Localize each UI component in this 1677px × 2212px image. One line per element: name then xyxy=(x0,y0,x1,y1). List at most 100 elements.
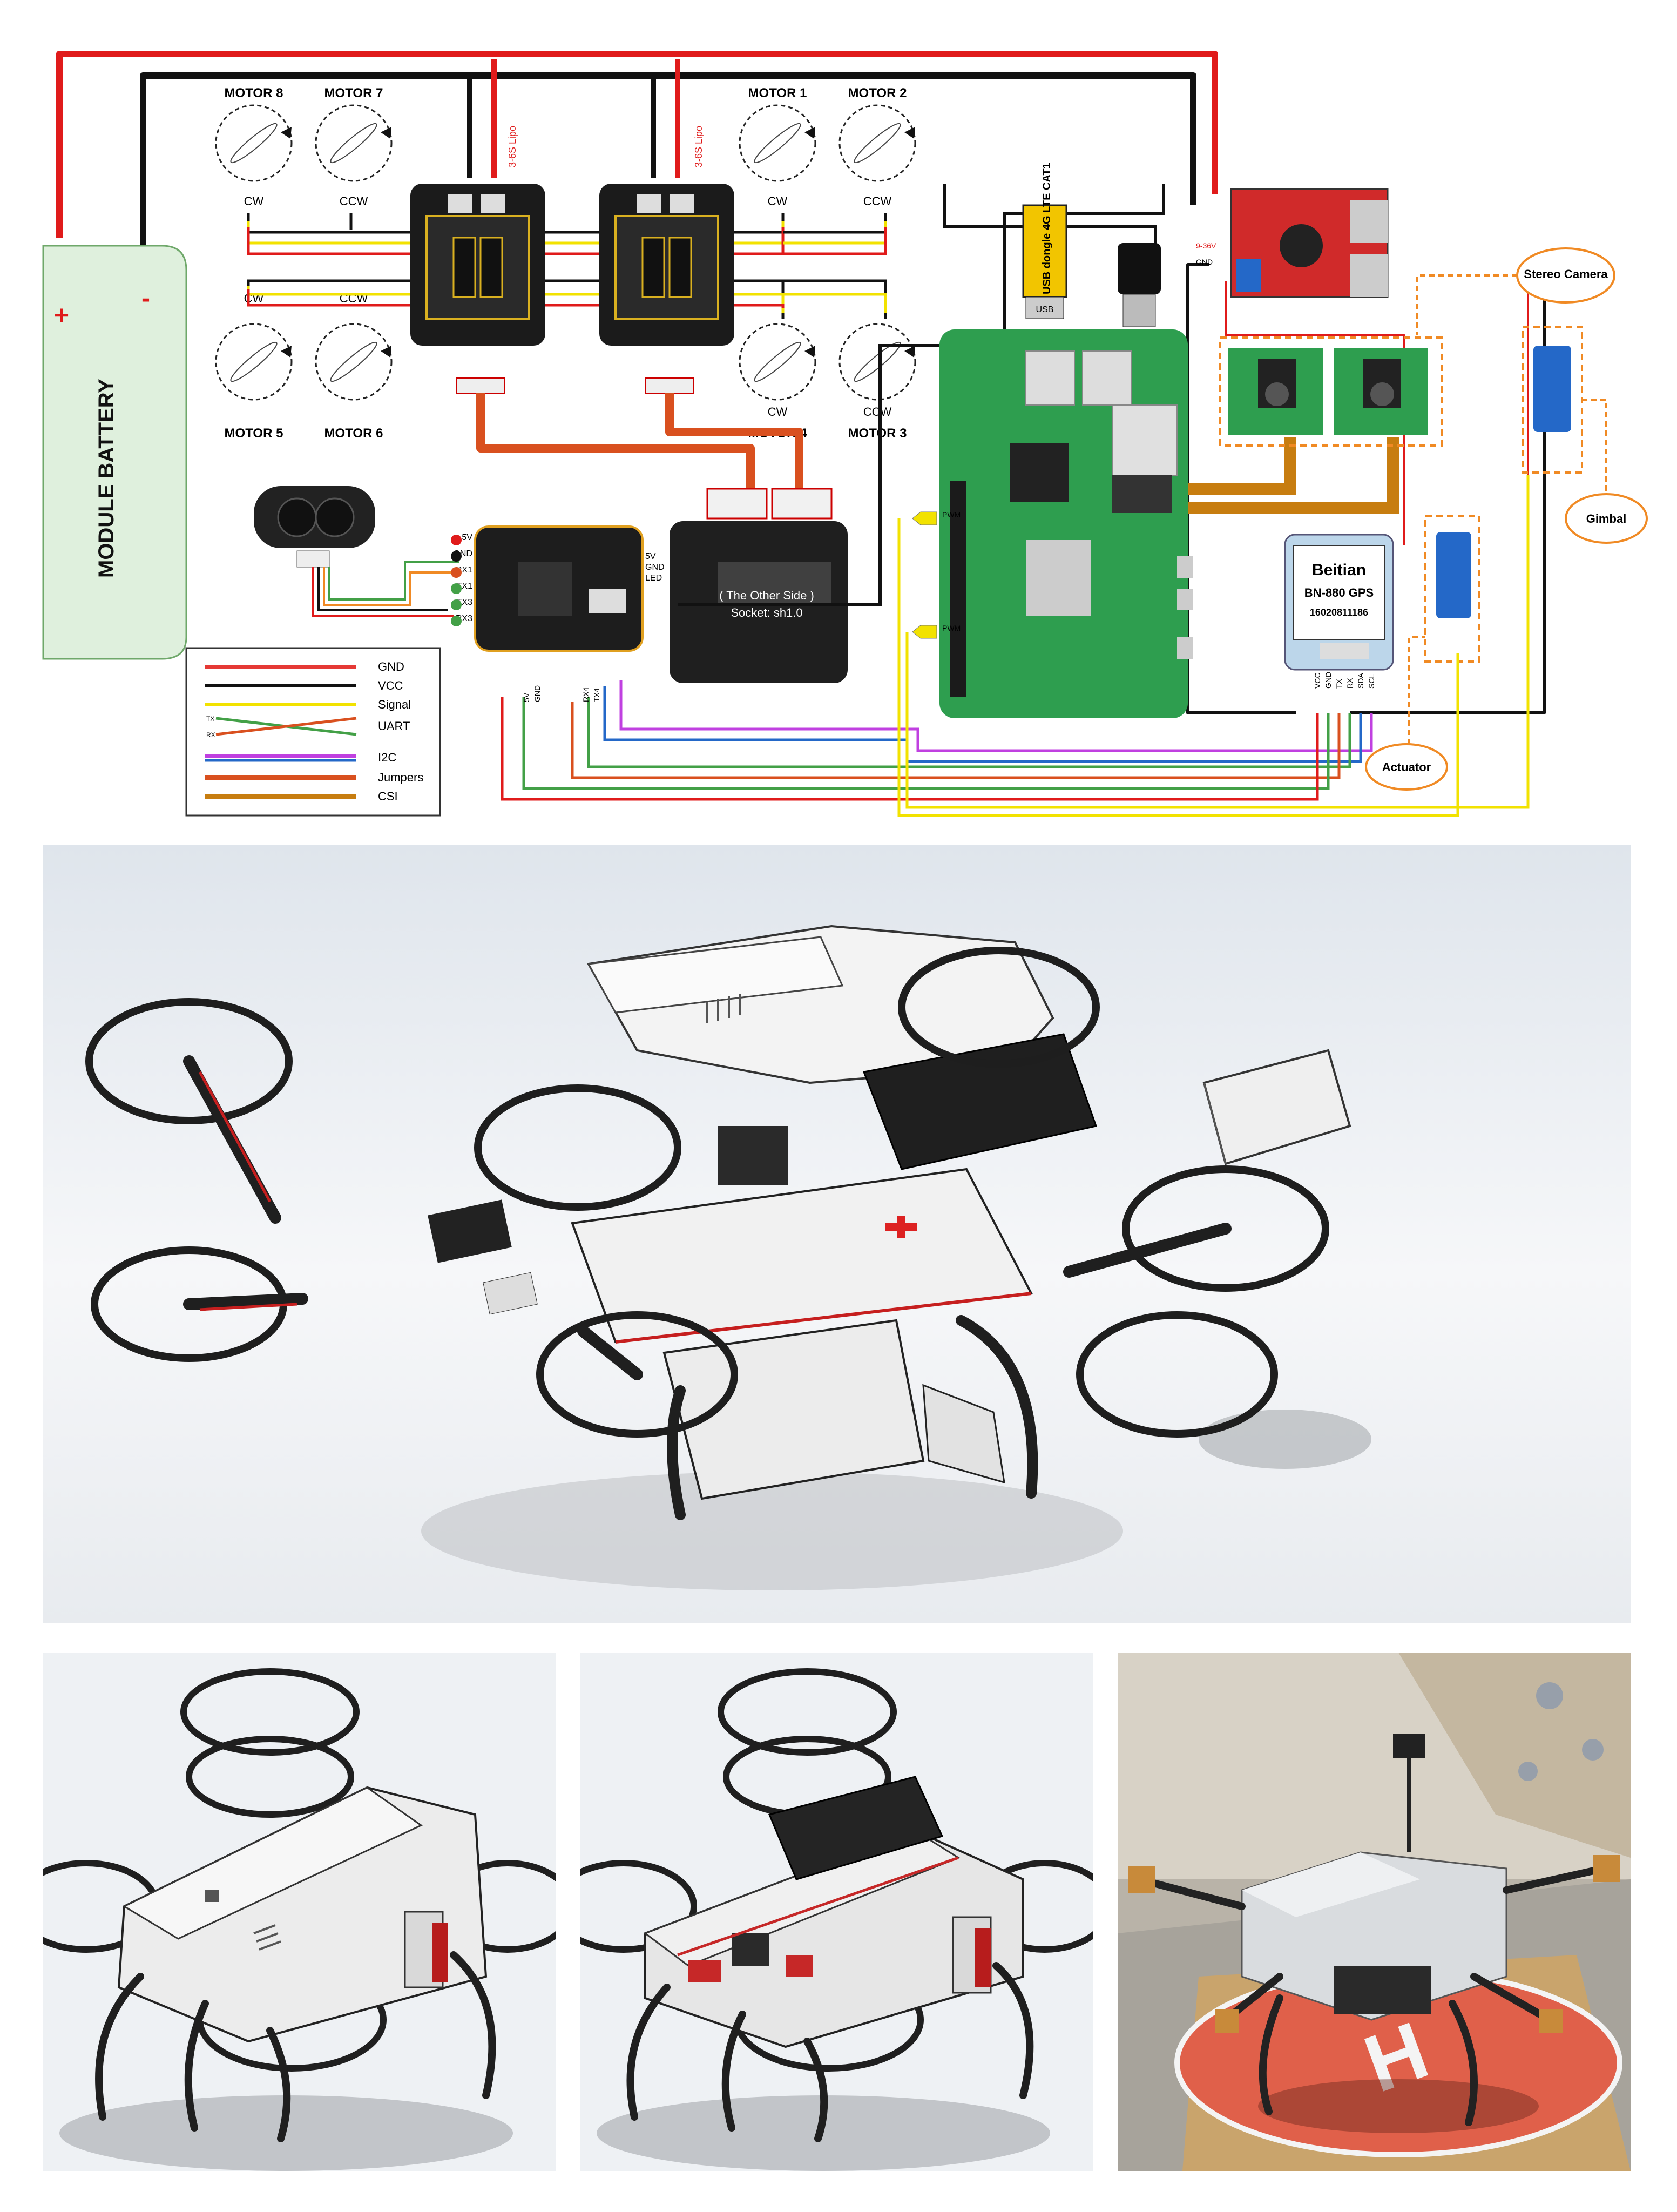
svg-text:Stereo Camera: Stereo Camera xyxy=(1524,267,1608,281)
cad-open-view xyxy=(580,1653,1093,2171)
svg-text:RX4: RX4 xyxy=(581,687,590,702)
actuator-servo: Actuator xyxy=(1365,515,1480,791)
camera-cage xyxy=(862,1033,1097,1170)
pwm-tags: PWM PWM xyxy=(912,510,961,639)
svg-text:9-36V: 9-36V xyxy=(1196,241,1216,250)
wiring-diagram: + - MODULE BATTERY MOTOR 8 CW MOTOR 7 CC… xyxy=(0,0,1677,826)
svg-text:CW: CW xyxy=(244,194,264,208)
svg-text:USB dongle 4G LTE CAT1: USB dongle 4G LTE CAT1 xyxy=(1041,163,1053,294)
svg-text:MOTOR 7: MOTOR 7 xyxy=(324,86,383,100)
svg-text:VCC: VCC xyxy=(378,679,403,692)
motor-4: CW MOTOR 4 xyxy=(739,323,816,441)
rotation-arrow-icon xyxy=(381,127,391,139)
svg-text:I2C: I2C xyxy=(378,751,396,764)
svg-text:MOTOR 8: MOTOR 8 xyxy=(225,86,283,100)
svg-text:Gimbal: Gimbal xyxy=(1586,512,1627,525)
battery-plus: + xyxy=(54,301,69,330)
svg-text:UART: UART xyxy=(378,719,410,733)
arm-red-stripes xyxy=(198,1071,297,1311)
svg-text:TX4: TX4 xyxy=(592,688,601,702)
motor-5: CW MOTOR 5 xyxy=(215,292,293,441)
battery: + - MODULE BATTERY xyxy=(42,245,187,660)
power-wires xyxy=(56,51,1546,714)
payload-box xyxy=(662,1319,1005,1500)
svg-text:5V: 5V xyxy=(645,552,656,561)
jumper-cables xyxy=(476,393,803,489)
cad-open-svg xyxy=(580,1653,1093,2171)
svg-text:SCL: SCL xyxy=(1367,674,1376,689)
wire-legend: GND VCC Signal TX RX UART I2C Jumpers CS… xyxy=(185,647,441,817)
flight-controller: 5V GND RX1 TX1 TX3 RX3 5V GND LED xyxy=(451,525,665,652)
lidar-sensor xyxy=(254,486,459,617)
motor-6: CCW MOTOR 6 xyxy=(315,292,393,441)
svg-text:LED: LED xyxy=(645,574,662,583)
svg-text:3-6S Lipo: 3-6S Lipo xyxy=(693,126,704,167)
svg-text:MOTOR 3: MOTOR 3 xyxy=(848,426,907,441)
rotation-arrow-icon xyxy=(904,346,915,358)
rotation-arrow-icon xyxy=(281,346,292,358)
power-distribution-board: ( The Other Side ) Socket: sh1.0 xyxy=(670,488,848,683)
csi-ribbons xyxy=(1177,437,1399,514)
svg-text:SDA: SDA xyxy=(1356,673,1365,689)
svg-text:MOTOR 2: MOTOR 2 xyxy=(848,86,907,100)
other-side-line1: ( The Other Side ) xyxy=(719,589,814,602)
battery-block xyxy=(1202,1049,1351,1165)
usb-dongle: USB dongle 4G LTE CAT1 USB xyxy=(1022,163,1067,319)
gps-module: Beitian BN-880 GPS 16020811186 xyxy=(1284,534,1394,671)
cad-assembled-svg xyxy=(43,1653,556,2171)
wiring-svg: + - MODULE BATTERY MOTOR 8 CW MOTOR 7 CC… xyxy=(42,51,1648,817)
drone-photo: H xyxy=(1118,1653,1631,2171)
svg-text:USB: USB xyxy=(1036,305,1054,314)
svg-text:GND: GND xyxy=(1196,258,1213,266)
svg-text:Signal: Signal xyxy=(378,698,411,711)
rotation-arrow-icon xyxy=(381,346,391,358)
exploded-cad-view xyxy=(43,845,1631,1623)
battery-label: MODULE BATTERY xyxy=(94,379,118,578)
drone-photo-svg: H xyxy=(1118,1653,1631,2171)
svg-text:5V: 5V xyxy=(462,533,472,542)
other-side-line2: Socket: sh1.0 xyxy=(731,606,802,619)
svg-text:BN-880 GPS: BN-880 GPS xyxy=(1304,586,1374,599)
svg-text:PWM: PWM xyxy=(942,624,961,632)
rotation-arrow-icon xyxy=(804,346,815,358)
stereo-cameras xyxy=(1219,336,1443,447)
main-plate xyxy=(571,1168,1033,1344)
bottom-wiring xyxy=(501,475,1530,817)
svg-text:Actuator: Actuator xyxy=(1382,760,1431,774)
raspberry-pi xyxy=(939,329,1193,718)
svg-text:VCC: VCC xyxy=(1313,672,1322,689)
svg-text:CW: CW xyxy=(768,405,788,419)
rotation-arrow-icon xyxy=(281,127,292,139)
svg-text:Jumpers: Jumpers xyxy=(378,771,423,784)
svg-text:CCW: CCW xyxy=(863,194,892,208)
svg-text:Beitian: Beitian xyxy=(1312,561,1366,579)
svg-text:MOTOR 1: MOTOR 1 xyxy=(748,86,807,100)
cad-assembled-view xyxy=(43,1653,556,2171)
svg-text:TX: TX xyxy=(1335,678,1343,689)
motor-2: MOTOR 2 CCW xyxy=(838,86,916,208)
svg-text:CW: CW xyxy=(768,194,788,208)
svg-text:CCW: CCW xyxy=(340,194,368,208)
esc-left: 3-6S Lipo xyxy=(410,126,545,394)
svg-text:GND: GND xyxy=(645,563,665,572)
battery-minus: - xyxy=(141,284,150,313)
fc-bottom-pins: 5V GND RX4 TX4 xyxy=(522,685,601,702)
motor-3: CCW MOTOR 3 xyxy=(838,323,916,441)
svg-text:16020811186: 16020811186 xyxy=(1310,607,1368,618)
svg-text:MOTOR 5: MOTOR 5 xyxy=(225,426,283,441)
usb-plug-icon xyxy=(1118,243,1161,327)
svg-text:RX: RX xyxy=(1345,678,1354,689)
svg-text:CCW: CCW xyxy=(863,405,892,419)
svg-text:RX: RX xyxy=(206,731,215,739)
svg-text:GND: GND xyxy=(533,685,542,702)
svg-text:5V: 5V xyxy=(522,692,531,702)
drone-body xyxy=(1128,1734,1620,2126)
cad-electronics xyxy=(428,1126,788,1315)
gps-pin-labels: VCC GND TX RX SDA SCL xyxy=(1313,672,1376,689)
svg-text:PWM: PWM xyxy=(942,510,961,519)
arms xyxy=(183,1055,1232,1380)
landing-legs xyxy=(667,1315,1038,1520)
svg-text:GND: GND xyxy=(1324,672,1333,689)
esc-right: 3-6S Lipo xyxy=(599,126,734,394)
svg-text:GND: GND xyxy=(378,660,404,673)
